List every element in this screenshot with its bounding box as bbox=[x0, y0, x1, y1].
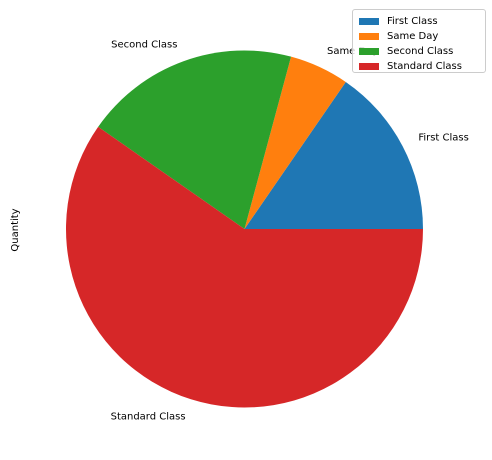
pie-slice-second-class bbox=[98, 50, 292, 230]
slice-label-standard-class: Standard Class bbox=[111, 411, 186, 422]
legend-swatch bbox=[359, 33, 379, 40]
legend-swatch bbox=[359, 48, 379, 55]
pie-slices bbox=[66, 50, 423, 408]
legend: First Class Same Day Second Class Standa… bbox=[352, 9, 486, 73]
y-axis-label: Quantity bbox=[10, 208, 21, 251]
slice-label-first-class: First Class bbox=[418, 133, 469, 144]
legend-label: Second Class bbox=[387, 46, 454, 57]
pie-slice-standard-class bbox=[66, 126, 423, 408]
legend-item: Standard Class bbox=[359, 59, 479, 74]
pie-slice-same-day bbox=[244, 56, 346, 229]
legend-swatch bbox=[359, 63, 379, 70]
legend-label: First Class bbox=[387, 16, 438, 27]
legend-label: Standard Class bbox=[387, 61, 462, 72]
legend-label: Same Day bbox=[387, 31, 439, 42]
pie-slice-first-class bbox=[244, 81, 423, 230]
legend-swatch bbox=[359, 18, 379, 25]
legend-item: First Class bbox=[359, 14, 479, 29]
legend-item: Second Class bbox=[359, 44, 479, 59]
slice-label-second-class: Second Class bbox=[111, 39, 177, 50]
legend-item: Same Day bbox=[359, 29, 479, 44]
